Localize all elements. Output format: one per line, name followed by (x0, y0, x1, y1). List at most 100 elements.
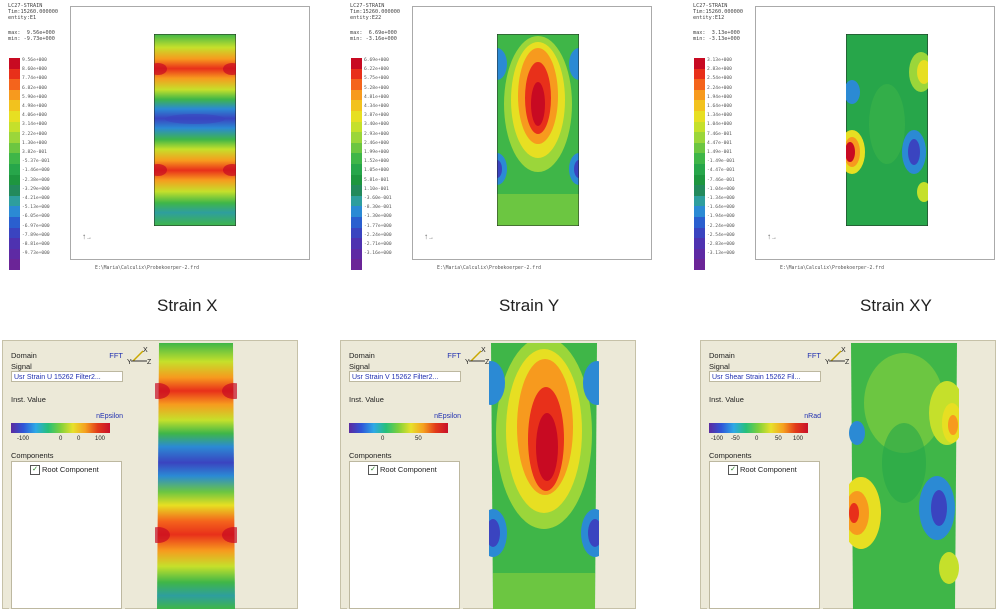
svg-text:Y: Y (465, 359, 470, 366)
measured-strain-xy[interactable] (849, 343, 959, 609)
domain-value[interactable]: FFT (447, 351, 461, 360)
color-bar-tick-label: -1.64e+000 (707, 205, 735, 211)
unit-label: nRad (804, 413, 821, 420)
color-band (694, 174, 705, 186)
domain-row[interactable]: Domain FFT (349, 351, 461, 360)
color-bar-tick-label: -7.46e-001 (707, 177, 735, 183)
color-bar-ticks: 6.69e+000 6.22e+000 5.75e+000 5.28e+000 4.81… (364, 56, 392, 258)
inst-value-label: Inst. Value (11, 395, 46, 404)
signal-label: Signal (709, 362, 730, 371)
plot-frame (412, 6, 652, 260)
inst-value-label: Inst. Value (709, 395, 744, 404)
color-band (9, 89, 20, 101)
color-bar-tick-label: 3.13e+000 (707, 58, 732, 63)
color-bar-tick-label: 6.82e+000 (22, 85, 47, 91)
svg-text:Z: Z (147, 359, 152, 366)
color-bar-tick-label: -5.13e+000 (22, 205, 50, 211)
color-band (694, 89, 705, 101)
color-band (694, 58, 705, 69)
fea-plot-strain-xy: LC27-STRAIN Tim:15260.000000 entity:E12 … (685, 0, 997, 271)
scale-tick: 0 (381, 436, 385, 442)
color-bar-tick-label: -3.29e+000 (22, 186, 50, 192)
color-bar-tick-label: -2.71e+000 (364, 242, 392, 248)
color-bar-tick-label: 4.81e+000 (364, 94, 389, 100)
color-band (9, 163, 20, 175)
color-band (694, 248, 705, 260)
components-label: Components (11, 451, 54, 460)
domain-label: Domain (349, 351, 375, 360)
color-band (9, 195, 20, 207)
color-bar-tick-label: 1.64e+000 (707, 104, 732, 110)
color-bar-tick-label: 7.74e+000 (22, 76, 47, 82)
domain-value[interactable]: FFT (807, 351, 821, 360)
color-band (351, 227, 362, 239)
color-band (694, 206, 705, 217)
color-bar-tick-label: 3.40e+000 (364, 122, 389, 128)
root-component-checkbox[interactable]: ✓ (728, 465, 738, 475)
components-tree[interactable]: ✓ Root Component (11, 461, 122, 609)
color-band (694, 142, 705, 154)
color-band (694, 110, 705, 122)
svg-text:X: X (143, 347, 148, 354)
color-bar-tick-label: 2.46e+000 (364, 140, 389, 146)
vibrometer-panel-y: Domain FFT Signal Usr Strain V 15262 Filt… (340, 340, 636, 609)
measured-strain-y[interactable] (489, 343, 599, 609)
signal-select[interactable]: Usr Strain U 15262 Filter2... (11, 371, 123, 382)
color-band (694, 79, 705, 90)
root-component-checkbox[interactable]: ✓ (30, 465, 40, 475)
color-bar-tick-label: -9.73e+000 (22, 251, 50, 257)
color-bar-tick-label: 2.93e+000 (364, 131, 389, 137)
file-path: E:\Maria\Calculix\Probekoerper-2.frd (780, 266, 884, 271)
color-band (9, 153, 20, 164)
color-bar-tick-label: -7.89e+000 (22, 232, 50, 238)
strain-y-contour (497, 34, 579, 226)
settings-panel: Domain FFT Signal Usr Strain U 15262 Filt… (9, 345, 125, 609)
color-bar-tick-label: 4.06e+000 (22, 113, 47, 119)
root-component-label[interactable]: Root Component (380, 465, 437, 474)
color-band (9, 238, 20, 249)
color-bar-tick-label: 1.49e-001 (707, 150, 732, 156)
settings-panel: Domain FFT Signal Usr Shear Strain 15262 … (707, 345, 823, 609)
color-bar-tick-label: -1.04e+000 (707, 186, 735, 192)
domain-value[interactable]: FFT (109, 351, 123, 360)
color-bar-tick-label: -1.94e+000 (707, 214, 735, 220)
signal-select[interactable]: Usr Shear Strain 15262 Fil... (709, 371, 821, 382)
strain-xy-contour (846, 34, 928, 226)
signal-select[interactable]: Usr Strain V 15262 Filter2... (349, 371, 461, 382)
color-bar-tick-label: -2.83e+000 (707, 242, 735, 248)
fea-header: LC27-STRAIN Tim:15260.000000 entity:E12 (693, 3, 743, 21)
axis-triad-icon: ↑→ (424, 232, 434, 241)
plot-frame (70, 6, 310, 260)
color-band (694, 227, 705, 239)
color-band (9, 227, 20, 239)
color-bar-tick-label: -6.05e+000 (22, 214, 50, 220)
scale-tick: 0 (755, 436, 759, 442)
color-band (351, 248, 362, 260)
scale-tick: -100 (17, 436, 30, 442)
axis-triad-icon: ↑→ (82, 232, 92, 241)
color-bar-tick-label: -2.38e+000 (22, 177, 50, 183)
inst-value-label: Inst. Value (349, 395, 384, 404)
color-bar-tick-label: 9.56e+000 (22, 58, 47, 63)
components-tree[interactable]: ✓ Root Component (709, 461, 820, 609)
color-bar-tick-label: 4.47e-001 (707, 140, 732, 146)
color-bar-tick-label: 5.28e+000 (364, 85, 389, 91)
color-bar-tick-label: 4.34e+000 (364, 104, 389, 110)
domain-label: Domain (709, 351, 735, 360)
domain-row[interactable]: Domain FFT (11, 351, 123, 360)
svg-text:X: X (841, 347, 846, 354)
root-component-checkbox[interactable]: ✓ (368, 465, 378, 475)
components-tree[interactable]: ✓ Root Component (349, 461, 460, 609)
color-bar-tick-label: 1.04e+000 (707, 122, 732, 128)
svg-text:Z: Z (845, 359, 850, 366)
color-bar-tick-label: -3.13e+000 (707, 251, 735, 257)
root-component-label[interactable]: Root Component (740, 465, 797, 474)
color-bar-tick-label: 3.14e+000 (22, 122, 47, 128)
color-bar-tick-label: -8.30e-001 (364, 205, 392, 211)
domain-row[interactable]: Domain FFT (709, 351, 821, 360)
measured-strain-x[interactable] (155, 343, 237, 609)
color-bar-tick-label: -3.16e+000 (364, 251, 392, 257)
root-component-label[interactable]: Root Component (42, 465, 99, 474)
color-bar-tick-label: 1.34e+000 (707, 113, 732, 119)
color-bar-tick-label: -2.24e+000 (364, 232, 392, 238)
